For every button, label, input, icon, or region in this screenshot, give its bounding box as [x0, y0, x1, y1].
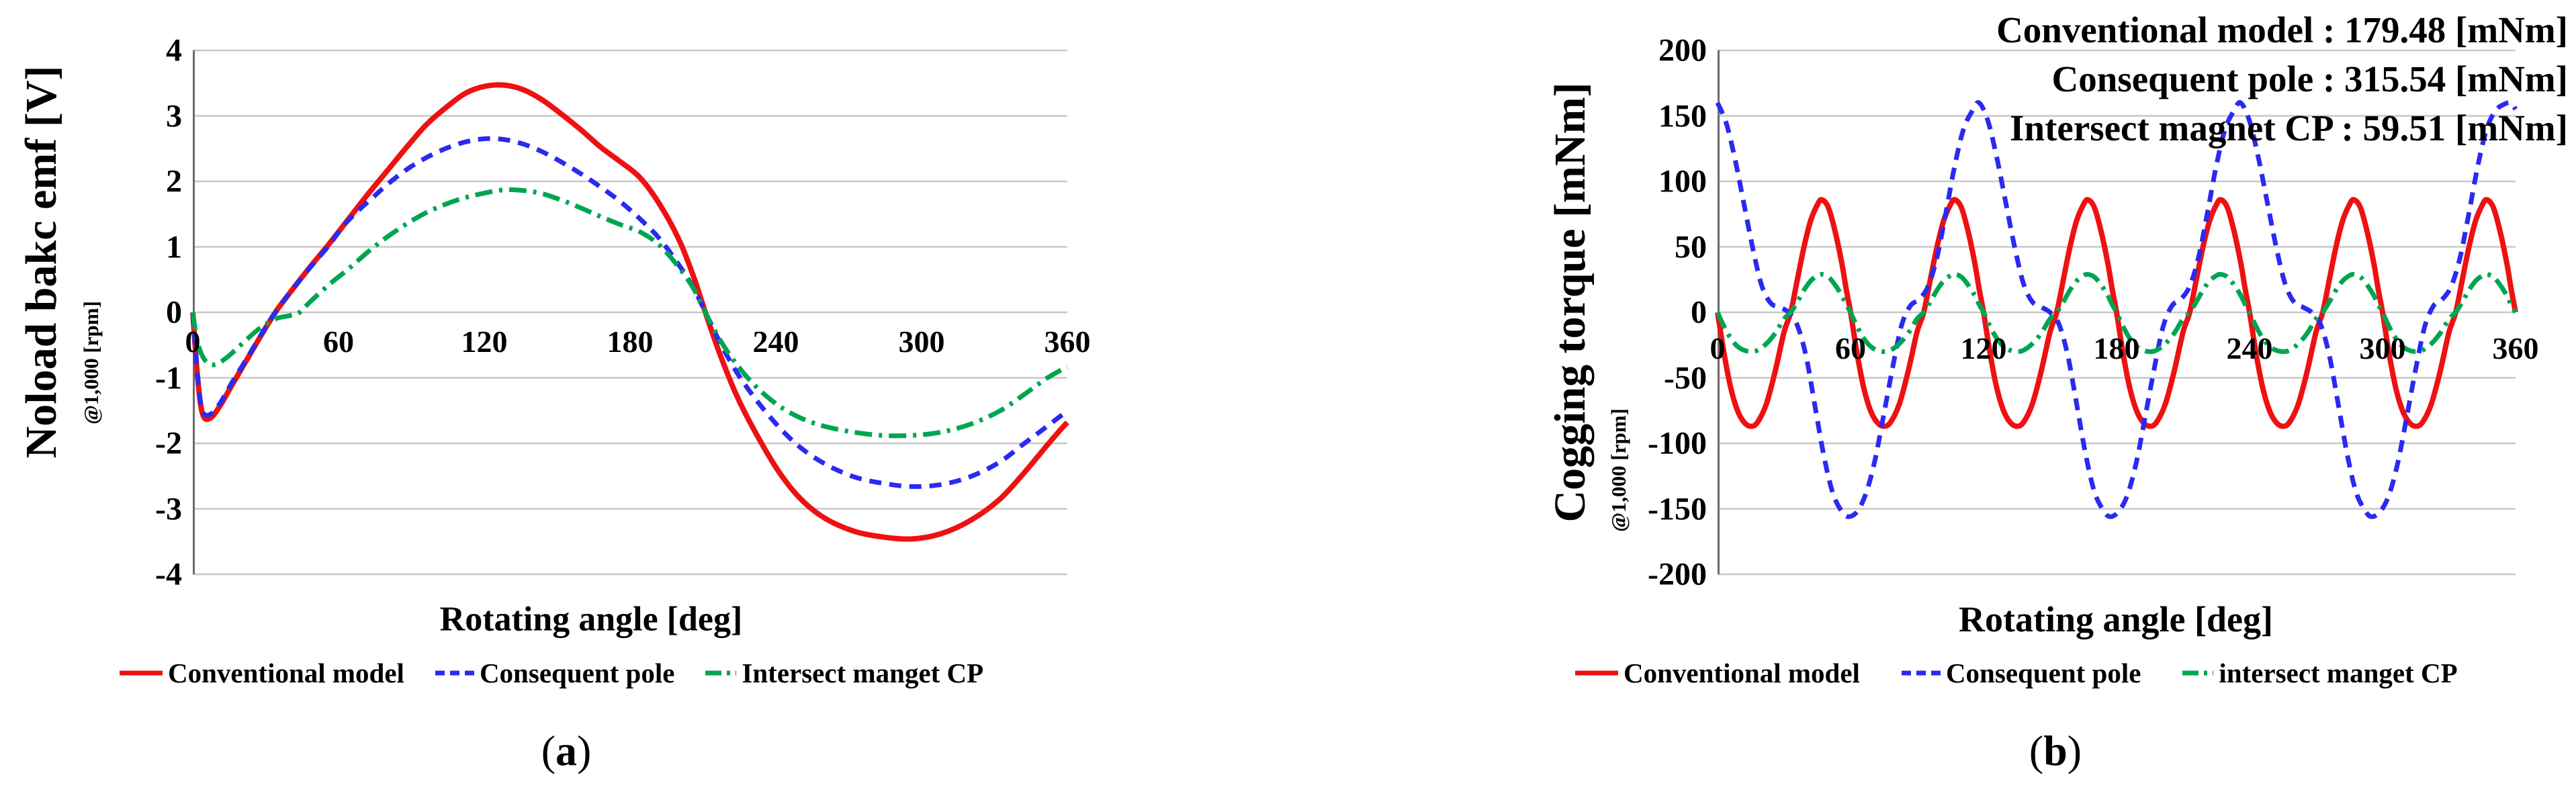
y-tick-label-b: -100: [1648, 425, 1707, 461]
x-tick-label-a: 180: [607, 324, 654, 359]
panel-b-caption: (b): [2029, 726, 2082, 776]
annotation-line: Intersect magnet CP : 59.51 [mNm]: [2010, 107, 2568, 148]
y-tick-label-a: 0: [166, 294, 182, 330]
y-tick-label-a: -4: [155, 556, 182, 592]
x-tick-label-a: 0: [185, 324, 201, 359]
panel-b-x-axis-title: Rotating angle [deg]: [1959, 599, 2273, 639]
legend-item-b-1: Consequent pole: [1901, 657, 2141, 689]
annotation-line: Consequent pole : 315.54 [mNm]: [2051, 58, 2568, 99]
panel-a-y-axis-subtitle: @1,000 [rpm]: [79, 301, 103, 425]
y-tick-label-b: 150: [1658, 98, 1707, 134]
legend-label: Conventional model: [1624, 658, 1860, 688]
y-tick-label-a: 1: [166, 229, 182, 265]
y-tick-label-b: -200: [1648, 556, 1707, 592]
panel-b-legend: Conventional model Consequent pole interse…: [1575, 657, 2458, 689]
panel-b-y-axis-title: Cogging torque [mNm]: [1546, 82, 1595, 523]
legend-item-b-0: Conventional model: [1575, 657, 1860, 689]
series-line-a-2: [190, 187, 1069, 439]
legend-line-sample: [435, 670, 474, 676]
x-tick-label-b: 180: [2093, 331, 2140, 365]
y-tick-label-a: -3: [155, 491, 182, 527]
panel-b-y-axis-subtitle: @1,000 [rpm]: [1607, 408, 1630, 532]
panel-a: Noload bakc emf [V] @1,000 [rpm] 4 3 2 1 0 -1…: [0, 0, 1175, 804]
caption-a-open-paren: (: [541, 727, 556, 774]
legend-item-a-0: Conventional model: [120, 657, 404, 689]
x-tick-label-b: 300: [2359, 331, 2406, 365]
series-line-b-2: [1715, 271, 2518, 355]
y-tick-label-b: -150: [1648, 491, 1707, 527]
caption-b-open-paren: (: [2029, 727, 2044, 774]
legend-item-a-2: Intersect manget CP: [705, 657, 983, 689]
y-tick-label-a: -2: [155, 425, 182, 461]
x-tick-label-b: 240: [2226, 331, 2273, 365]
panel-a-x-axis-title: Rotating angle [deg]: [439, 600, 743, 639]
y-tick-label-a: 4: [166, 32, 182, 69]
legend-line-sample: [120, 670, 163, 676]
legend-item-a-1: Consequent pole: [435, 657, 674, 689]
panel-b: Cogging torque [mNm] @1,000 [rpm] 200 150…: [1511, 0, 2576, 804]
annotation-line: Conventional model : 179.48 [mNm]: [1996, 9, 2568, 50]
chart-b-svg: [1715, 49, 2518, 576]
legend-label: Consequent pole: [479, 658, 675, 688]
legend-label: intersect manget CP: [2219, 658, 2458, 688]
x-tick-label-b: 60: [1835, 331, 1866, 365]
x-tick-label-b: 0: [1709, 331, 1726, 365]
y-tick-label-a: -1: [155, 360, 182, 396]
y-tick-label-b: 200: [1658, 32, 1707, 69]
legend-label: Consequent pole: [1945, 658, 2141, 688]
panel-b-annotation-block: Conventional model : 179.48 [mNm] Consequ…: [1996, 5, 2568, 152]
caption-b-close-paren: ): [2067, 727, 2082, 774]
legend-label: Intersect manget CP: [742, 658, 984, 688]
x-tick-label-b: 120: [1960, 331, 2007, 365]
legend-line-sample: [705, 670, 737, 676]
legend-line-sample: [1901, 670, 1941, 676]
chart-a-svg: [190, 49, 1069, 576]
x-tick-label-a: 240: [752, 324, 799, 359]
legend-line-sample: [1575, 670, 1618, 676]
y-tick-label-b: 50: [1675, 229, 1707, 265]
x-tick-label-a: 60: [323, 324, 354, 359]
legend-label: Conventional model: [168, 658, 404, 688]
legend-line-sample: [2182, 670, 2214, 676]
panel-a-y-axis-title: Noload bakc emf [V]: [17, 65, 66, 459]
caption-a-close-paren: ): [577, 727, 592, 774]
y-tick-label-a: 2: [166, 163, 182, 199]
y-tick-label-b: -50: [1664, 360, 1707, 396]
series-line-a-1: [190, 136, 1069, 489]
x-tick-label-a: 360: [1044, 324, 1091, 359]
series-line-b-1: [1715, 99, 2518, 519]
panel-a-legend: Conventional model Consequent pole Interse…: [120, 657, 983, 689]
x-tick-label-b: 360: [2492, 331, 2539, 365]
y-tick-label-b: 100: [1658, 163, 1707, 199]
x-tick-label-a: 300: [898, 324, 945, 359]
caption-b-letter: b: [2043, 727, 2068, 774]
y-tick-label-b: 0: [1691, 294, 1707, 330]
legend-item-b-2: intersect manget CP: [2182, 657, 2458, 689]
caption-a-letter: a: [556, 727, 577, 774]
x-tick-label-a: 120: [461, 324, 508, 359]
y-tick-label-a: 3: [166, 98, 182, 134]
panel-a-caption: (a): [541, 726, 592, 776]
